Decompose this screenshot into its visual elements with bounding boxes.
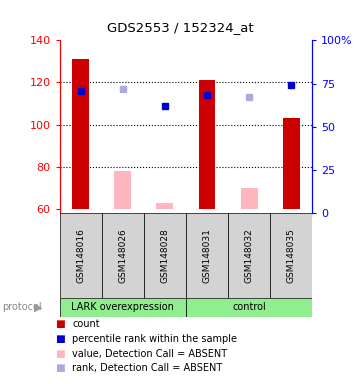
Bar xyxy=(283,118,300,209)
Bar xyxy=(102,213,144,298)
Bar xyxy=(144,213,186,298)
Bar xyxy=(199,80,216,209)
Bar xyxy=(60,298,186,317)
Text: ■: ■ xyxy=(55,349,65,359)
Text: ■: ■ xyxy=(55,334,65,344)
Text: GDS2553 / 152324_at: GDS2553 / 152324_at xyxy=(107,21,254,34)
Text: ■: ■ xyxy=(55,319,65,329)
Bar xyxy=(228,213,270,298)
Text: GSM148031: GSM148031 xyxy=(203,228,212,283)
Text: LARK overexpression: LARK overexpression xyxy=(71,302,174,312)
Bar xyxy=(156,203,173,209)
Text: GSM148035: GSM148035 xyxy=(287,228,296,283)
Text: protocol: protocol xyxy=(2,302,42,312)
Text: GSM148028: GSM148028 xyxy=(160,228,169,283)
Text: GSM148016: GSM148016 xyxy=(76,228,85,283)
Bar xyxy=(60,213,102,298)
Text: count: count xyxy=(72,319,100,329)
Text: percentile rank within the sample: percentile rank within the sample xyxy=(72,334,237,344)
Text: ■: ■ xyxy=(55,363,65,373)
Text: ▶: ▶ xyxy=(34,302,43,312)
Bar xyxy=(186,298,312,317)
Text: GSM148032: GSM148032 xyxy=(245,228,253,283)
Bar xyxy=(270,213,312,298)
Bar xyxy=(186,213,228,298)
Bar xyxy=(114,171,131,209)
Text: rank, Detection Call = ABSENT: rank, Detection Call = ABSENT xyxy=(72,363,222,373)
Bar xyxy=(241,188,257,209)
Text: GSM148026: GSM148026 xyxy=(118,228,127,283)
Text: value, Detection Call = ABSENT: value, Detection Call = ABSENT xyxy=(72,349,227,359)
Text: control: control xyxy=(232,302,266,312)
Bar xyxy=(72,59,89,209)
